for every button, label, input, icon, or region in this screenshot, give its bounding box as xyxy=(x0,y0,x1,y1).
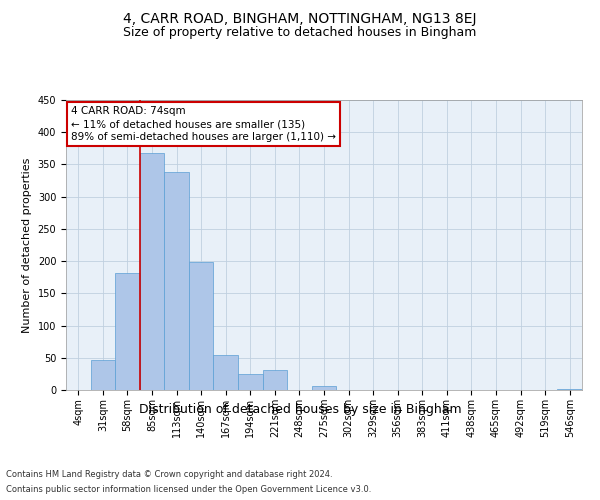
Bar xyxy=(91,360,115,390)
Text: Contains HM Land Registry data © Crown copyright and database right 2024.: Contains HM Land Registry data © Crown c… xyxy=(6,470,332,479)
Text: 4, CARR ROAD, BINGHAM, NOTTINGHAM, NG13 8EJ: 4, CARR ROAD, BINGHAM, NOTTINGHAM, NG13 … xyxy=(123,12,477,26)
Bar xyxy=(214,355,238,390)
Bar xyxy=(312,386,336,390)
Bar xyxy=(115,272,140,390)
Y-axis label: Number of detached properties: Number of detached properties xyxy=(22,158,32,332)
Bar xyxy=(140,153,164,390)
Bar xyxy=(263,370,287,390)
Text: 4 CARR ROAD: 74sqm
← 11% of detached houses are smaller (135)
89% of semi-detach: 4 CARR ROAD: 74sqm ← 11% of detached hou… xyxy=(71,106,336,142)
Text: Size of property relative to detached houses in Bingham: Size of property relative to detached ho… xyxy=(124,26,476,39)
Text: Distribution of detached houses by size in Bingham: Distribution of detached houses by size … xyxy=(139,402,461,415)
Bar xyxy=(238,374,263,390)
Bar xyxy=(189,262,214,390)
Bar xyxy=(164,172,189,390)
Text: Contains public sector information licensed under the Open Government Licence v3: Contains public sector information licen… xyxy=(6,485,371,494)
